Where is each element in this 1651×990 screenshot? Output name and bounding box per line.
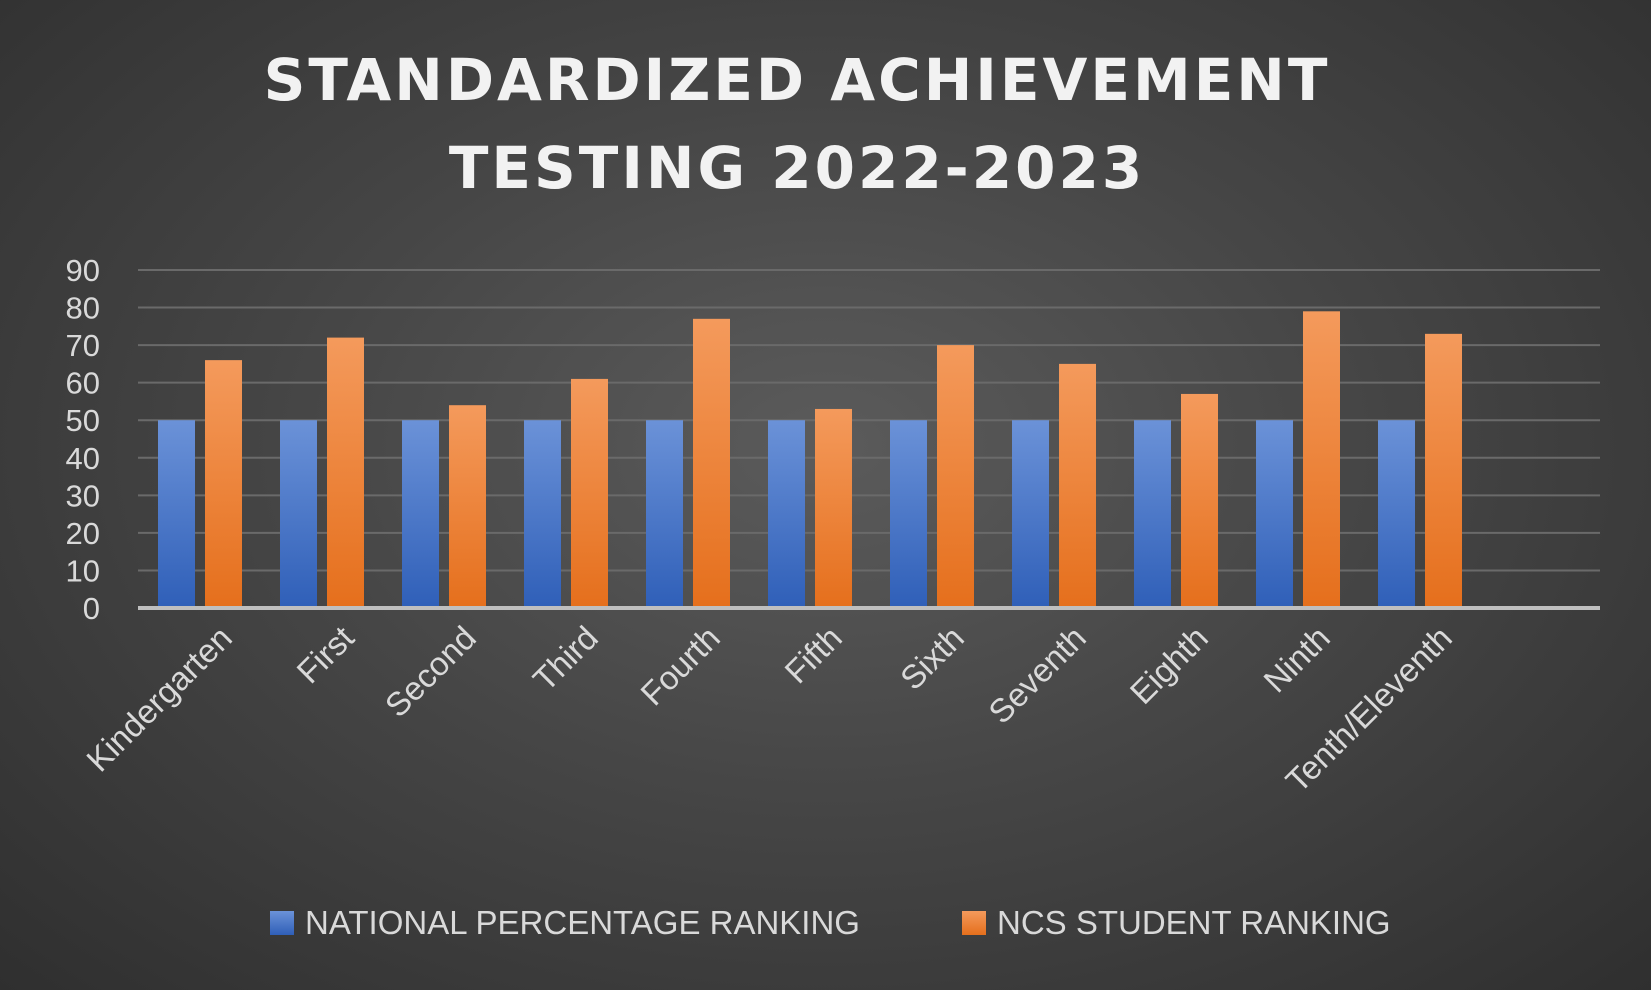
legend-label-ncs: NCS STUDENT RANKING: [997, 904, 1391, 941]
bar-national-1: [280, 420, 317, 608]
y-tick-label: 30: [66, 478, 100, 513]
chart-title-line-1: STANDARDIZED ACHIEVEMENT: [264, 46, 1331, 114]
x-tick-label: Kindergarten: [79, 619, 239, 779]
bar-national-2: [402, 420, 439, 608]
bar-ncs-1: [327, 337, 364, 608]
bars: [158, 311, 1462, 608]
bar-national-10: [1378, 420, 1415, 608]
bar-ncs-0: [205, 360, 242, 608]
bar-national-9: [1256, 420, 1293, 608]
x-tick-label: First: [289, 619, 361, 691]
legend-swatch-national: [270, 911, 294, 935]
bar-national-6: [890, 420, 927, 608]
gridlines: [138, 269, 1600, 572]
x-tick-label: Second: [378, 619, 483, 724]
x-tick-label: Eighth: [1123, 619, 1215, 711]
y-tick-label: 80: [66, 291, 100, 326]
legend-swatch-ncs: [962, 911, 986, 935]
y-tick-label: 50: [66, 403, 100, 438]
x-tick-label: Fifth: [777, 619, 849, 691]
bar-ncs-10: [1425, 333, 1462, 608]
legend-label-national: NATIONAL PERCENTAGE RANKING: [305, 904, 860, 941]
y-tick-label: 0: [83, 591, 100, 626]
bar-ncs-8: [1181, 393, 1218, 608]
bar-national-8: [1134, 420, 1171, 608]
legend: NATIONAL PERCENTAGE RANKING NCS STUDENT R…: [270, 904, 1391, 941]
y-tick-label: 70: [66, 328, 100, 363]
x-tick-label: Ninth: [1256, 619, 1337, 700]
bar-national-3: [524, 420, 561, 608]
bar-ncs-2: [449, 405, 486, 608]
x-tick-label: Fourth: [633, 619, 727, 713]
bar-ncs-3: [571, 378, 608, 608]
y-tick-label: 90: [66, 253, 100, 288]
x-tick-label: Third: [526, 619, 605, 698]
bar-national-4: [646, 420, 683, 608]
y-tick-label: 20: [66, 516, 100, 551]
y-tick-label: 10: [66, 553, 100, 588]
bar-national-5: [768, 420, 805, 608]
bar-ncs-6: [937, 345, 974, 608]
bar-national-7: [1012, 420, 1049, 608]
bar-national-0: [158, 420, 195, 608]
x-axis: Kindergarten First Second Third Fourth Fifth S…: [79, 606, 1600, 799]
y-tick-label: 60: [66, 366, 100, 401]
x-tick-label: Seventh: [981, 619, 1093, 731]
x-tick-label: Sixth: [893, 619, 971, 697]
chart-title-line-2: TESTING 2022-2023: [449, 134, 1145, 202]
bar-ncs-9: [1303, 311, 1340, 608]
bar-ncs-5: [815, 408, 852, 608]
bar-ncs-4: [693, 318, 730, 608]
bar-ncs-7: [1059, 363, 1096, 608]
y-tick-label: 40: [66, 441, 100, 476]
